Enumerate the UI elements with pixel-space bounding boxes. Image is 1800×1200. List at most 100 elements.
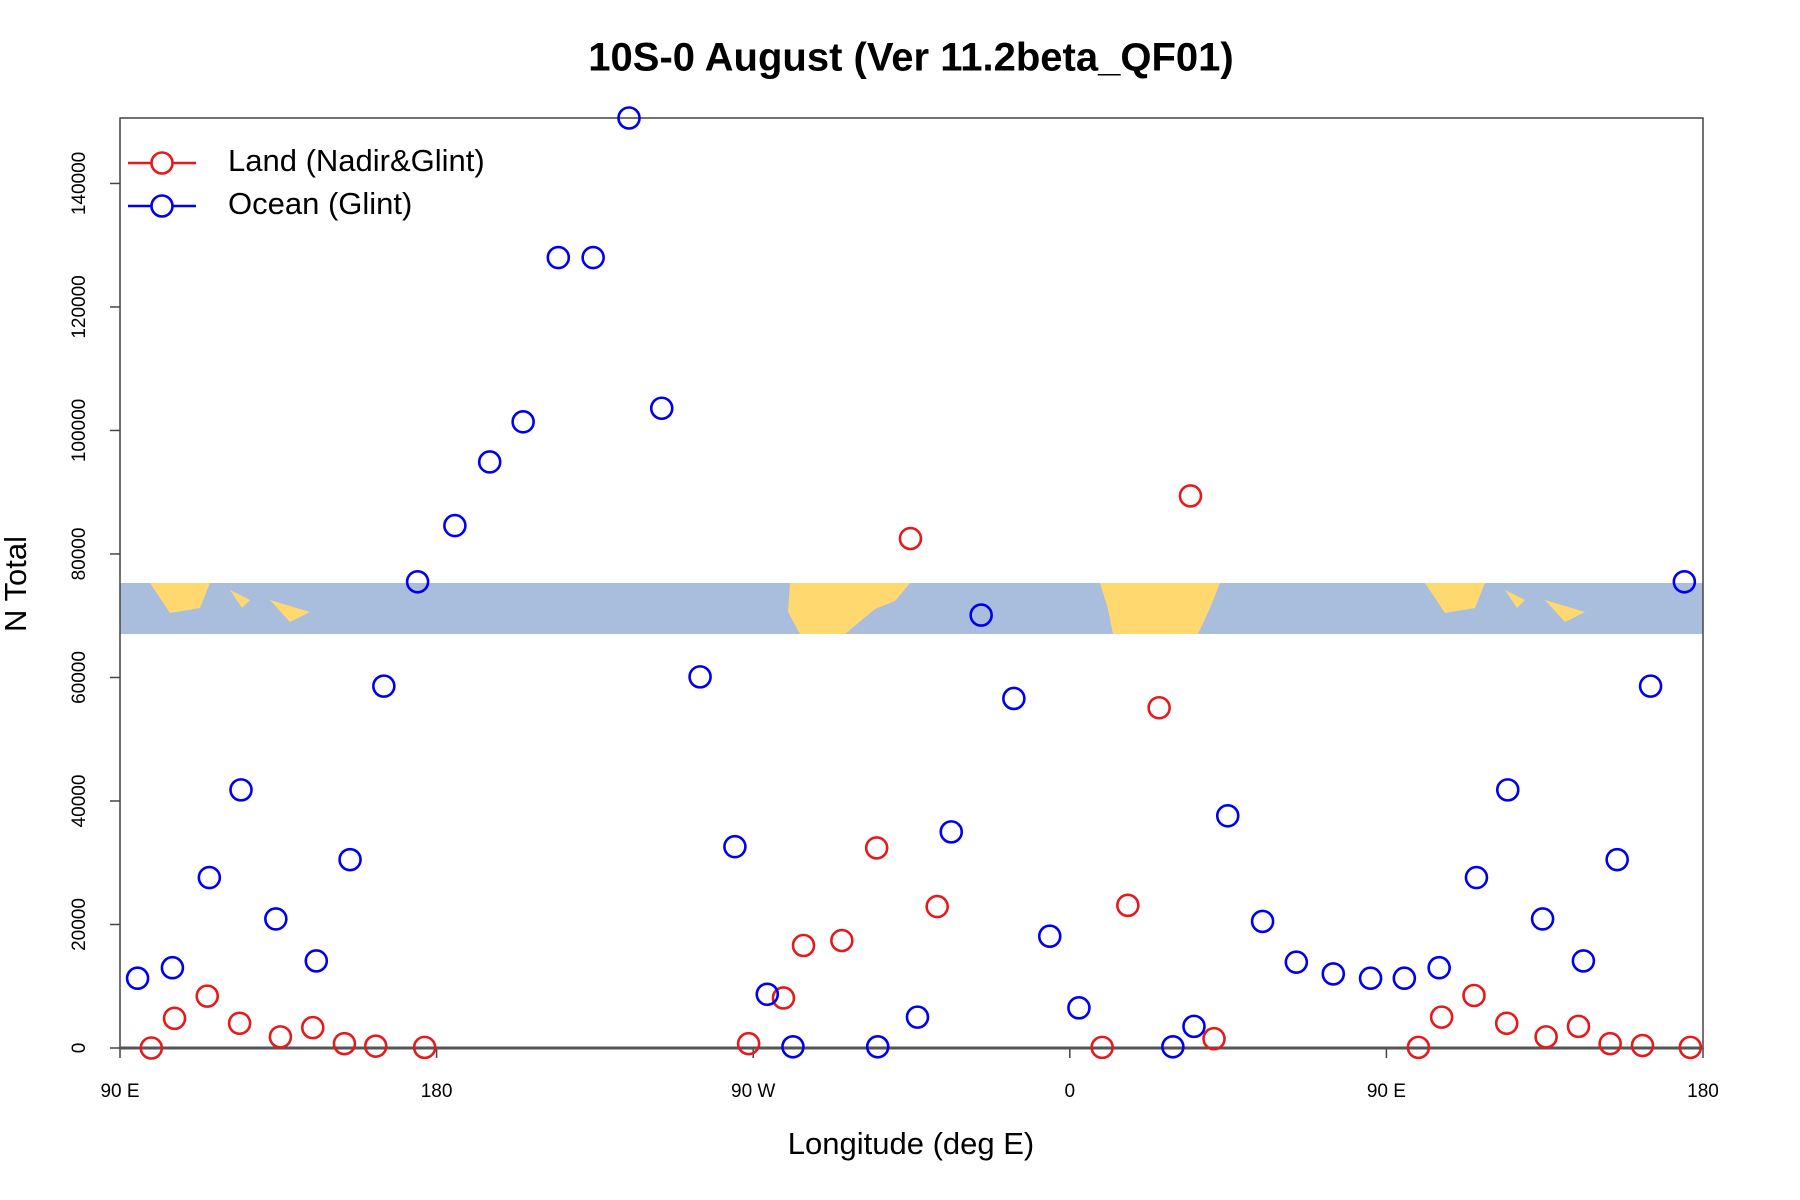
y-tick-label: 0	[69, 1043, 90, 1054]
point	[791, 933, 816, 958]
point	[1427, 955, 1451, 980]
point	[723, 834, 747, 859]
x-tick-label: 180	[1687, 1081, 1719, 1102]
point	[546, 245, 571, 270]
point	[160, 955, 185, 980]
x-tick-label: 0	[1065, 1081, 1076, 1102]
y-tick-label: 140000	[69, 152, 90, 215]
point	[1182, 1014, 1206, 1039]
x-tick-label: 90 E	[100, 1081, 139, 1102]
point	[1178, 484, 1203, 508]
point	[969, 603, 993, 627]
point	[1161, 1034, 1185, 1059]
point	[1534, 1025, 1558, 1049]
point	[304, 949, 329, 973]
point	[1037, 924, 1062, 949]
point	[197, 865, 222, 890]
point	[338, 847, 362, 872]
point	[1530, 907, 1555, 931]
point	[227, 1011, 252, 1036]
point	[581, 245, 605, 270]
point	[1638, 674, 1663, 698]
point	[1678, 1035, 1703, 1060]
point	[865, 1034, 890, 1059]
point	[268, 1025, 293, 1049]
y-tick-label: 120000	[69, 275, 90, 338]
point	[477, 450, 502, 474]
point	[412, 1035, 437, 1060]
land-shape	[788, 583, 910, 634]
point	[1116, 893, 1140, 918]
point	[405, 569, 430, 594]
point	[1067, 996, 1091, 1020]
point	[1462, 983, 1486, 1008]
point	[162, 1006, 187, 1031]
point	[1202, 1026, 1226, 1051]
point	[781, 1034, 805, 1059]
point	[771, 986, 796, 1010]
point	[372, 674, 396, 698]
land-shape	[1425, 583, 1585, 622]
point	[1571, 949, 1596, 973]
x-tick-label: 90 E	[1367, 1081, 1406, 1102]
y-tick-label: 60000	[69, 651, 90, 704]
x-tick-label: 180	[421, 1081, 453, 1102]
point	[1464, 865, 1489, 890]
land-shape	[150, 583, 310, 622]
point	[1672, 569, 1697, 594]
point	[1002, 686, 1026, 711]
point	[264, 907, 288, 931]
point	[125, 966, 150, 991]
point	[939, 820, 964, 844]
point	[1605, 847, 1629, 872]
legend-marker	[150, 194, 174, 218]
point	[864, 836, 889, 860]
point	[139, 1036, 164, 1060]
point	[300, 1015, 325, 1040]
point	[363, 1034, 388, 1058]
y-tick-label: 80000	[69, 528, 90, 581]
land-shape	[1100, 583, 1220, 634]
point	[1392, 966, 1417, 991]
point	[511, 410, 535, 434]
y-tick-label: 40000	[69, 775, 90, 828]
y-axis-label: N Total	[0, 536, 33, 632]
chart-title: 10S-0 August (Ver 11.2beta_QF01)	[588, 36, 1233, 80]
legend-label: Ocean (Glint)	[228, 186, 412, 221]
point	[1215, 804, 1240, 828]
point	[195, 984, 220, 1008]
point	[925, 894, 949, 919]
point	[1250, 909, 1275, 934]
point	[1429, 1005, 1454, 1029]
point	[1147, 695, 1171, 720]
point	[1494, 1011, 1519, 1036]
point	[229, 778, 253, 802]
point	[1566, 1014, 1591, 1039]
point	[1495, 778, 1520, 802]
point	[1598, 1031, 1622, 1056]
point	[905, 1005, 930, 1029]
point	[736, 1031, 761, 1056]
point	[1284, 950, 1309, 974]
point	[1358, 966, 1383, 991]
point	[830, 928, 854, 953]
point	[332, 1031, 357, 1056]
point	[617, 106, 641, 130]
point	[1630, 1033, 1655, 1058]
point	[1406, 1035, 1431, 1060]
x-tick-label: 90 W	[731, 1081, 775, 1102]
point	[755, 982, 780, 1007]
point	[688, 665, 712, 689]
legend-label: Land (Nadir&Glint)	[228, 143, 485, 178]
point	[649, 396, 674, 421]
y-tick-label: 100000	[69, 399, 90, 462]
legend-marker	[150, 151, 174, 175]
x-axis-label: Longitude (deg E)	[788, 1126, 1034, 1161]
map-strip	[120, 583, 1703, 634]
point	[443, 513, 467, 538]
point	[898, 526, 923, 551]
point	[1090, 1035, 1114, 1060]
point	[1321, 962, 1346, 986]
y-tick-label: 20000	[69, 898, 90, 951]
